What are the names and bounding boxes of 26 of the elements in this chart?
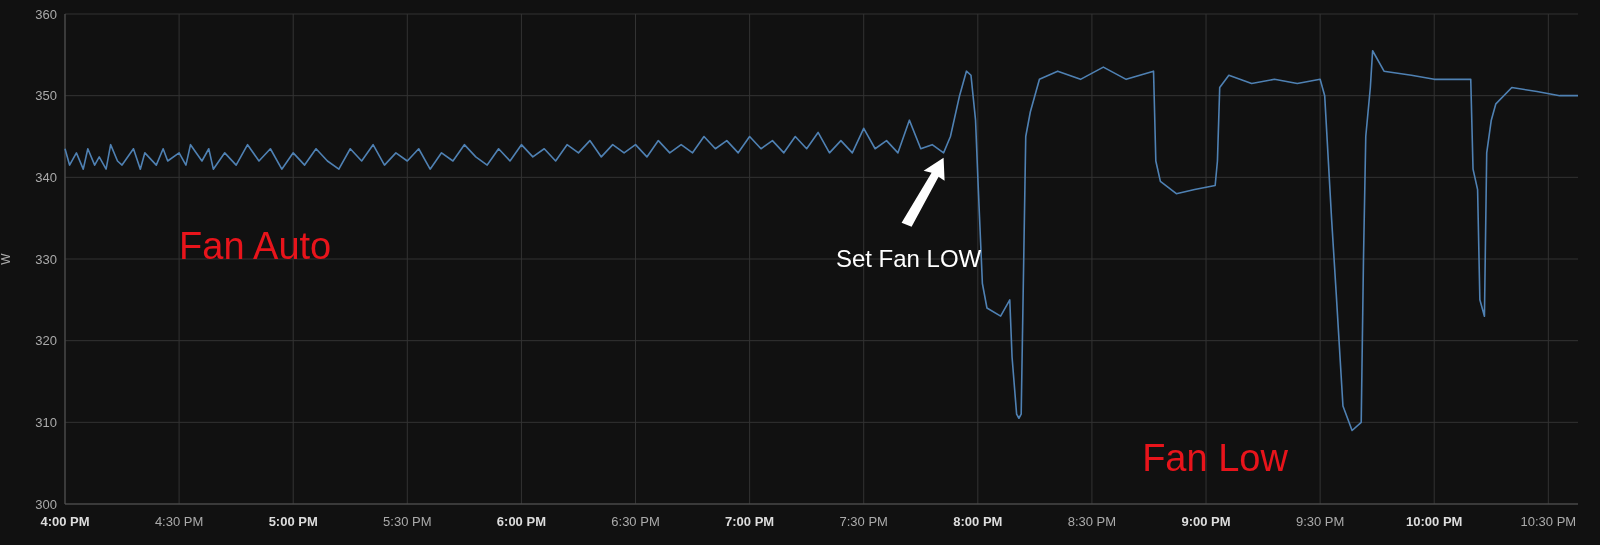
line-series <box>64 49 1579 432</box>
x-tick-label: 9:30 PM <box>1295 514 1345 529</box>
x-tick-label: 5:30 PM <box>383 514 432 529</box>
x-tick-label: 7:30 PM <box>839 514 888 529</box>
x-tick-label: 10:00 PM <box>1406 514 1463 529</box>
x-tick-label: 5:00 PM <box>268 514 318 529</box>
x-tick-label: 6:30 PM <box>611 514 660 529</box>
x-tick-label: 6:00 PM <box>496 514 546 529</box>
x-tick-label: 4:00 PM <box>40 514 90 529</box>
x-tick-label: 7:00 PM <box>725 514 775 529</box>
annotation: Fan Auto <box>179 225 332 267</box>
x-tick-label: 9:00 PM <box>1181 514 1231 529</box>
y-tick-label: 340 <box>35 169 57 185</box>
y-axis-title: W <box>0 252 13 265</box>
x-tick-label: 8:00 PM <box>953 514 1003 529</box>
x-tick-label: 10:30 PM <box>1520 514 1577 529</box>
y-tick-label: 320 <box>35 333 57 349</box>
y-tick-label: 330 <box>35 251 57 267</box>
annotation: Fan Low <box>1142 437 1289 480</box>
y-tick-label: 310 <box>35 414 57 430</box>
annotation: Set Fan LOW <box>835 244 982 272</box>
y-tick-label: 360 <box>35 6 57 22</box>
x-tick-label: 4:30 PM <box>154 514 204 529</box>
x-tick-label: 8:30 PM <box>1067 514 1117 529</box>
y-tick-label: 300 <box>35 496 57 512</box>
y-tick-label: 350 <box>35 88 57 104</box>
